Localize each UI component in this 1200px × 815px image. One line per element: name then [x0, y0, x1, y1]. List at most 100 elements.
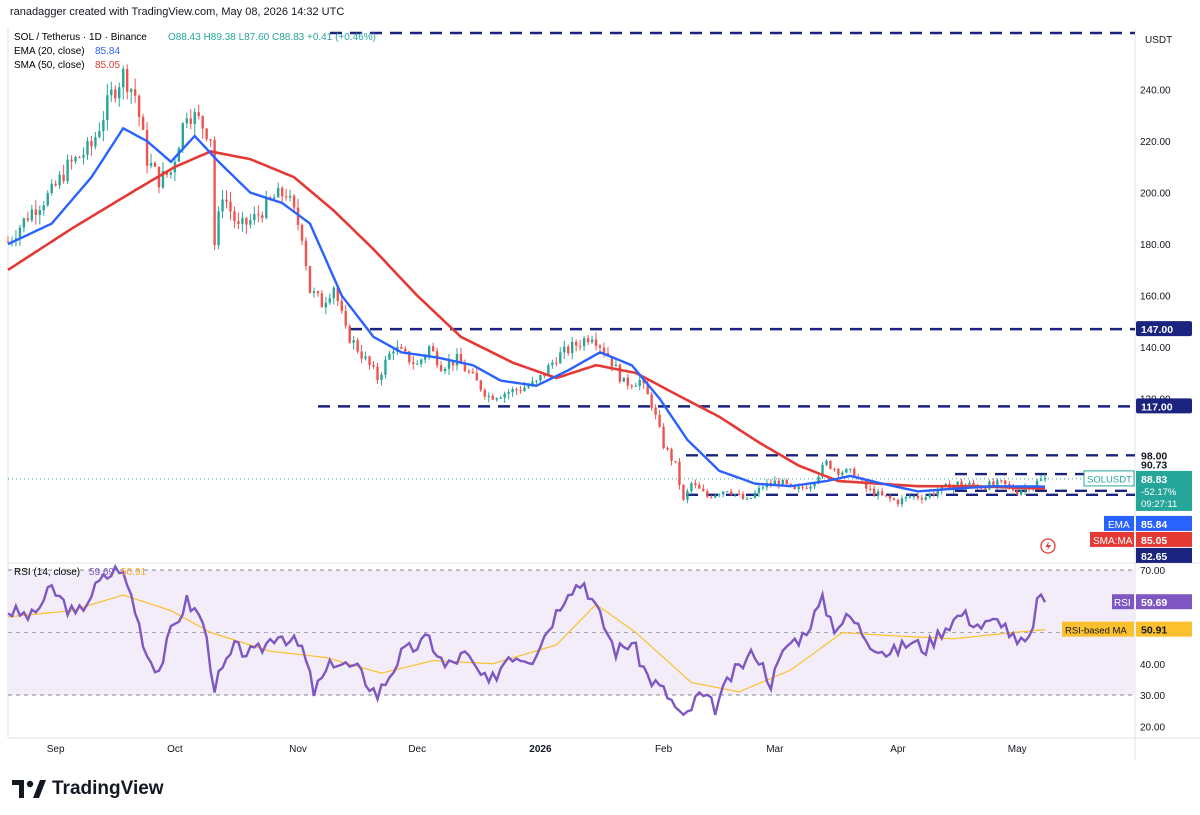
candle-body: [924, 497, 927, 500]
candle-body: [718, 494, 721, 496]
candle-body: [221, 199, 224, 212]
sma-value-tag: 85.05: [1141, 535, 1167, 547]
sma-tag[interactable]: SMA:MA: [1093, 536, 1133, 547]
candle-body: [471, 372, 475, 374]
candle-body: [992, 481, 995, 485]
level-98-tag: 98.00: [1141, 450, 1167, 462]
rsi-ma-value-bg: [1136, 621, 1192, 637]
candle-body: [66, 159, 69, 182]
currency-label[interactable]: USDT: [1145, 35, 1172, 46]
candle-body: [141, 116, 145, 130]
level-147-tag-bg: [1136, 321, 1192, 337]
rsi-line: [7, 563, 1047, 717]
horizontal-levels[interactable]: [8, 31, 1135, 497]
legend-ema-label[interactable]: EMA (20, close): [14, 46, 85, 57]
candle-body: [229, 201, 232, 212]
last-price-bg: [1136, 470, 1192, 511]
candle-body: [447, 360, 451, 369]
candle-body: [300, 224, 304, 241]
candle-body: [213, 139, 216, 246]
candle-body: [547, 365, 550, 376]
rsi-tick-label: 40.00: [1140, 660, 1165, 671]
candle-body: [932, 493, 935, 496]
sma-tag-bg: [1090, 531, 1134, 547]
candle-body: [487, 395, 490, 397]
last-price-tag: 88.83: [1141, 474, 1167, 486]
candle-body: [690, 483, 693, 492]
month-label: Nov: [289, 744, 307, 755]
candle-body: [185, 118, 188, 124]
candle-body: [205, 128, 208, 140]
candle-body: [328, 298, 332, 303]
candle-body: [304, 240, 308, 267]
candle-body: [880, 491, 884, 496]
candle-body: [392, 351, 395, 354]
candle-body: [181, 123, 185, 149]
candle-body: [70, 159, 73, 162]
candle-body: [348, 325, 351, 343]
candle-body: [785, 479, 788, 484]
candle-body: [531, 381, 534, 386]
candle-body: [984, 488, 987, 490]
candle-body: [86, 140, 89, 155]
candle-body: [149, 163, 153, 166]
candle-body: [503, 393, 506, 398]
candle-body: [801, 486, 804, 488]
candle-body: [427, 346, 431, 356]
legend-sma-value: 85.05: [95, 60, 120, 71]
candle-body: [384, 359, 387, 375]
sma50-line: [7, 150, 1046, 490]
candle-body: [900, 498, 904, 505]
candle-body: [273, 197, 276, 199]
candle-body: [602, 347, 606, 353]
candle-body: [872, 488, 876, 496]
candle-body: [1015, 490, 1019, 495]
candle-body: [753, 492, 757, 498]
candle-body: [936, 490, 939, 496]
rsi-tag[interactable]: RSI: [1114, 598, 1131, 609]
level-117-tag: 117.00: [1141, 401, 1173, 413]
candle-body: [129, 89, 133, 92]
candle-body: [912, 496, 916, 498]
candle-body: [706, 491, 709, 497]
alert-lightning-icon[interactable]: [1040, 538, 1056, 554]
candle-body: [805, 487, 808, 489]
candle-body: [733, 493, 737, 495]
candle-body: [280, 187, 284, 197]
candle-body: [340, 300, 343, 311]
candle-body: [837, 469, 840, 475]
legend-rsi-label[interactable]: RSI (14, close): [14, 567, 80, 578]
ema-value-bg: [1136, 515, 1192, 531]
candle-body: [634, 385, 637, 387]
candle-body: [578, 345, 582, 347]
candle-body: [82, 154, 85, 158]
candle-body: [420, 359, 423, 364]
legend-ohlc: O88.43 H89.38 L87.60 C88.83 +0.41 (+0.46…: [168, 32, 376, 43]
rsi-ma-tag[interactable]: RSI-based MA: [1065, 626, 1127, 637]
legend-sma-label[interactable]: SMA (50, close): [14, 60, 85, 71]
candle-body: [50, 183, 53, 194]
candle-body: [499, 397, 502, 399]
candle-body: [865, 480, 868, 489]
candle-body: [642, 379, 645, 384]
candle-body: [853, 468, 856, 477]
legend-symbol[interactable]: SOL / Tetherus · 1D · Binance: [14, 32, 147, 43]
candle-body: [972, 482, 975, 486]
candle-body: [423, 355, 427, 360]
candle-body: [570, 342, 574, 354]
rsi-ma-tag-bg: [1062, 621, 1134, 637]
tradingview-logo[interactable]: TradingView: [12, 776, 164, 802]
candle-body: [674, 460, 677, 462]
candle-body: [245, 217, 248, 225]
candle-body: [320, 293, 324, 308]
candle-body: [455, 354, 459, 366]
candle-body: [849, 468, 852, 470]
candle-body: [265, 197, 268, 218]
candle-body: [288, 195, 292, 198]
candle-body: [451, 360, 455, 366]
candle-body: [400, 346, 403, 349]
candle-body: [618, 364, 622, 382]
symbol-tag[interactable]: SOLUSDT: [1087, 474, 1132, 485]
ema-tag[interactable]: EMA: [1108, 520, 1130, 531]
